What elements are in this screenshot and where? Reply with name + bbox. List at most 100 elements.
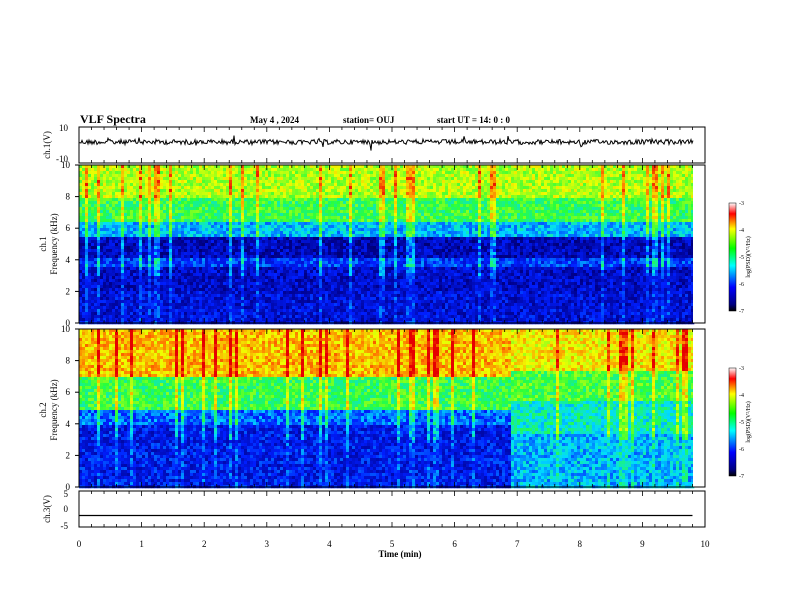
spectrogram-cell	[265, 225, 269, 229]
spectrogram-cell	[148, 201, 152, 205]
spectrogram-cell	[193, 171, 197, 175]
spectrogram-cell	[256, 177, 260, 181]
spectrogram-cell	[121, 288, 125, 292]
spectrogram-cell	[175, 252, 179, 256]
spectrogram-cell	[247, 204, 251, 208]
spectrogram-cell	[331, 165, 335, 169]
spectrogram-cell	[244, 273, 248, 277]
spectrogram-cell	[175, 240, 179, 244]
spectrogram-cell	[235, 258, 239, 262]
spectrogram-cell	[91, 279, 95, 283]
spectrogram-cell	[79, 189, 83, 193]
spectrogram-cell	[142, 267, 146, 271]
spectrogram-cell	[181, 285, 185, 289]
spectrogram-cell	[109, 315, 113, 319]
spectrogram-cell	[100, 168, 104, 172]
spectrogram-cell	[118, 267, 122, 271]
spectrogram-cell	[217, 264, 221, 268]
spectrogram-cell	[82, 282, 86, 286]
spectrogram-cell	[310, 174, 314, 178]
spectrogram-cell	[253, 279, 257, 283]
spectrogram-cell	[313, 315, 317, 319]
spectrogram-cell	[79, 216, 83, 220]
spectrogram-cell	[94, 210, 98, 214]
spectrogram-cell	[145, 198, 149, 202]
spectrogram-cell	[250, 213, 254, 217]
spectrogram-cell	[295, 180, 299, 184]
spectrogram-cell	[115, 168, 119, 172]
spectrogram-cell	[91, 282, 95, 286]
spectrogram-cell	[205, 237, 209, 241]
spectrogram-cell	[286, 201, 290, 205]
spectrogram-cell	[304, 312, 308, 316]
spectrogram-cell	[229, 171, 233, 175]
spectrogram-cell	[223, 228, 227, 232]
spectrogram-cell	[187, 288, 191, 292]
spectrogram-cell	[247, 270, 251, 274]
spectrogram-cell	[298, 261, 302, 265]
spectrogram-cell	[160, 192, 164, 196]
spectrogram-cell	[292, 303, 296, 307]
spectrogram-cell	[340, 312, 344, 316]
spectrogram-cell	[304, 213, 308, 217]
spectrogram-cell	[142, 279, 146, 283]
spectrogram-cell	[142, 315, 146, 319]
spectrogram-cell	[238, 315, 242, 319]
spectrogram-cell	[247, 234, 251, 238]
spectrogram-cell	[190, 225, 194, 229]
spectrogram-cell	[97, 294, 101, 298]
spectrogram-cell	[97, 168, 101, 172]
spectrogram-cell	[199, 291, 203, 295]
spectrogram-cell	[325, 252, 329, 256]
spectrogram-cell	[166, 312, 170, 316]
spectrogram-cell	[205, 216, 209, 220]
spectrogram-cell	[256, 285, 260, 289]
spectrogram-cell	[343, 180, 347, 184]
spectrogram-cell	[139, 189, 143, 193]
spectrogram-cell	[313, 303, 317, 307]
spectrogram-cell	[139, 309, 143, 313]
spectrogram-cell	[274, 297, 278, 301]
spectrogram-cell	[343, 204, 347, 208]
spectrogram-cell	[190, 171, 194, 175]
spectrogram-cell	[274, 186, 278, 190]
spectrogram-cell	[124, 228, 128, 232]
spectrogram-cell	[94, 291, 98, 295]
spectrogram-cell	[238, 234, 242, 238]
spectrogram-cell	[292, 207, 296, 211]
spectrogram-cell	[226, 258, 230, 262]
spectrogram-cell	[226, 312, 230, 316]
spectrogram-cell	[277, 318, 281, 322]
spectrogram-cell	[157, 243, 161, 247]
spectrogram-cell	[121, 210, 125, 214]
spectrogram-cell	[301, 189, 305, 193]
spectrogram-cell	[196, 228, 200, 232]
spectrogram-cell	[352, 213, 356, 217]
spectrogram-cell	[103, 177, 107, 181]
spectrogram-cell	[163, 270, 167, 274]
spectrogram-cell	[229, 267, 233, 271]
spectrogram-cell	[130, 189, 134, 193]
spectrogram-cell	[175, 174, 179, 178]
spectrogram-cell	[322, 255, 326, 259]
spectrogram-cell	[355, 225, 359, 229]
spectrogram-cell	[265, 291, 269, 295]
spectrogram-cell	[136, 237, 140, 241]
spectrogram-cell	[301, 183, 305, 187]
spectrogram-cell	[145, 168, 149, 172]
spectrogram-cell	[253, 204, 257, 208]
spectrogram-cell	[106, 309, 110, 313]
spectrogram-cell	[178, 180, 182, 184]
spectrogram-cell	[82, 216, 86, 220]
spectrogram-cell	[202, 243, 206, 247]
spectrogram-cell	[271, 183, 275, 187]
spectrogram-cell	[208, 168, 212, 172]
spectrogram-cell	[268, 258, 272, 262]
spectrogram-cell	[127, 186, 131, 190]
spectrogram-cell	[226, 303, 230, 307]
spectrogram-cell	[220, 303, 224, 307]
spectrogram-cell	[124, 216, 128, 220]
spectrogram-cell	[271, 264, 275, 268]
spectrogram-cell	[289, 285, 293, 289]
spectrogram-cell	[232, 192, 236, 196]
